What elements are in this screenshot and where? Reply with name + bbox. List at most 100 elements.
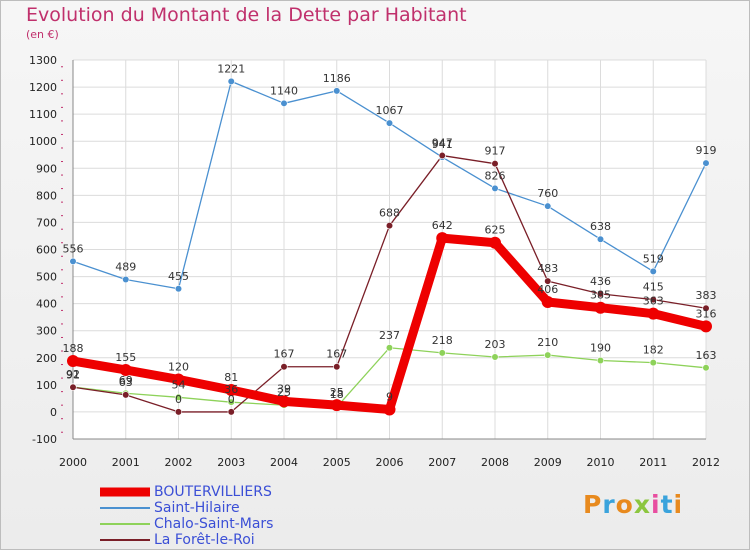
data-label: 625 [485, 224, 506, 237]
data-point [172, 373, 185, 386]
data-point [122, 391, 130, 399]
data-point [544, 277, 552, 285]
x-tick-label: 2005 [323, 456, 351, 469]
data-point [227, 408, 235, 416]
data-label: 69 [119, 374, 133, 387]
data-point [544, 202, 552, 210]
legend-item: Chalo-Saint-Mars [100, 516, 273, 532]
data-label: 826 [485, 169, 506, 182]
logo-letter: r [602, 490, 616, 519]
y-tick-label: 800 [36, 189, 57, 202]
data-point [491, 353, 499, 361]
legend-swatch [100, 523, 150, 525]
data-label: 1067 [376, 104, 404, 117]
data-label: 760 [537, 187, 558, 200]
legend-item: BOUTERVILLIERS [100, 484, 273, 500]
data-label: 415 [643, 281, 664, 294]
x-tick-label: 2002 [165, 456, 193, 469]
data-point [491, 184, 499, 192]
data-point [225, 384, 238, 397]
data-label: 1221 [217, 62, 245, 75]
data-label: 120 [168, 360, 189, 373]
data-point [647, 307, 660, 320]
legend-label: Saint-Hilaire [154, 500, 240, 516]
data-label: 81 [224, 371, 238, 384]
data-label: 436 [590, 275, 611, 288]
line-chart: -100010020030040050060070080090010001100… [29, 54, 720, 469]
data-point [278, 395, 290, 408]
data-label: 92 [66, 368, 80, 381]
y-tick-label: 1200 [29, 81, 57, 94]
logo-letter: i [651, 490, 661, 519]
data-label: 556 [63, 242, 84, 255]
y-tick-label: 300 [36, 325, 57, 338]
data-label: 63 [119, 376, 133, 389]
logo-letter: t [660, 490, 674, 519]
data-point [596, 290, 605, 298]
data-point [333, 87, 341, 95]
y-tick-label: -100 [32, 433, 57, 446]
data-point [67, 355, 79, 368]
data-point [438, 349, 446, 357]
y-tick-label: 600 [36, 244, 57, 257]
data-label: 203 [485, 338, 506, 351]
data-point [280, 99, 288, 107]
proxiti-logo: Proxiti [583, 490, 683, 519]
data-point [174, 393, 183, 401]
data-label: 919 [696, 144, 717, 157]
data-point [649, 295, 657, 304]
logo-letter: P [583, 490, 603, 519]
data-label: 941 [432, 138, 453, 151]
data-point [649, 359, 657, 367]
data-point [383, 403, 396, 416]
y-tick-label: 100 [36, 379, 57, 392]
data-point [700, 320, 712, 333]
y-tick-label: 1000 [29, 135, 57, 148]
y-tick-label: 200 [36, 352, 57, 365]
data-label: 210 [537, 336, 558, 349]
data-point [119, 363, 132, 376]
logo-letter: o [615, 490, 634, 519]
data-label: 363 [643, 295, 664, 308]
x-tick-label: 2008 [481, 456, 509, 469]
data-point [596, 356, 605, 365]
data-point [122, 275, 130, 284]
y-tick-label: 0 [50, 406, 57, 419]
x-tick-label: 2000 [59, 456, 87, 469]
chart-unit-label: (en €) [26, 28, 59, 41]
logo-letter: i [673, 490, 684, 519]
data-point [69, 383, 77, 391]
data-point [438, 151, 446, 160]
data-point [174, 285, 183, 293]
legend-label: BOUTERVILLIERS [154, 484, 272, 500]
data-label: 36 [224, 383, 238, 396]
data-label: 1140 [270, 84, 298, 97]
data-label: 155 [115, 351, 136, 364]
data-point [174, 408, 183, 416]
data-label: 91 [66, 368, 80, 381]
data-point [702, 364, 710, 372]
legend-swatch [100, 487, 150, 497]
x-tick-label: 2003 [217, 456, 245, 469]
data-point [649, 267, 657, 276]
data-point [227, 77, 235, 85]
data-label: 182 [643, 344, 664, 357]
data-point [541, 296, 554, 309]
y-tick-label: 500 [36, 271, 57, 284]
data-label: 25 [330, 386, 344, 399]
data-point [227, 398, 235, 406]
y-tick-label: 700 [36, 216, 57, 229]
data-point [489, 236, 501, 249]
data-label: 455 [168, 270, 189, 283]
x-tick-label: 2012 [692, 456, 720, 469]
logo-letter: x [633, 490, 651, 519]
legend-swatch [100, 507, 150, 509]
y-tick-label: 1100 [29, 108, 57, 121]
data-label: 9 [386, 390, 393, 403]
data-point [333, 363, 341, 371]
data-point [596, 235, 605, 243]
data-point [436, 232, 449, 245]
data-point [385, 344, 394, 352]
x-tick-label: 2001 [112, 456, 140, 469]
data-label: 167 [326, 348, 347, 361]
